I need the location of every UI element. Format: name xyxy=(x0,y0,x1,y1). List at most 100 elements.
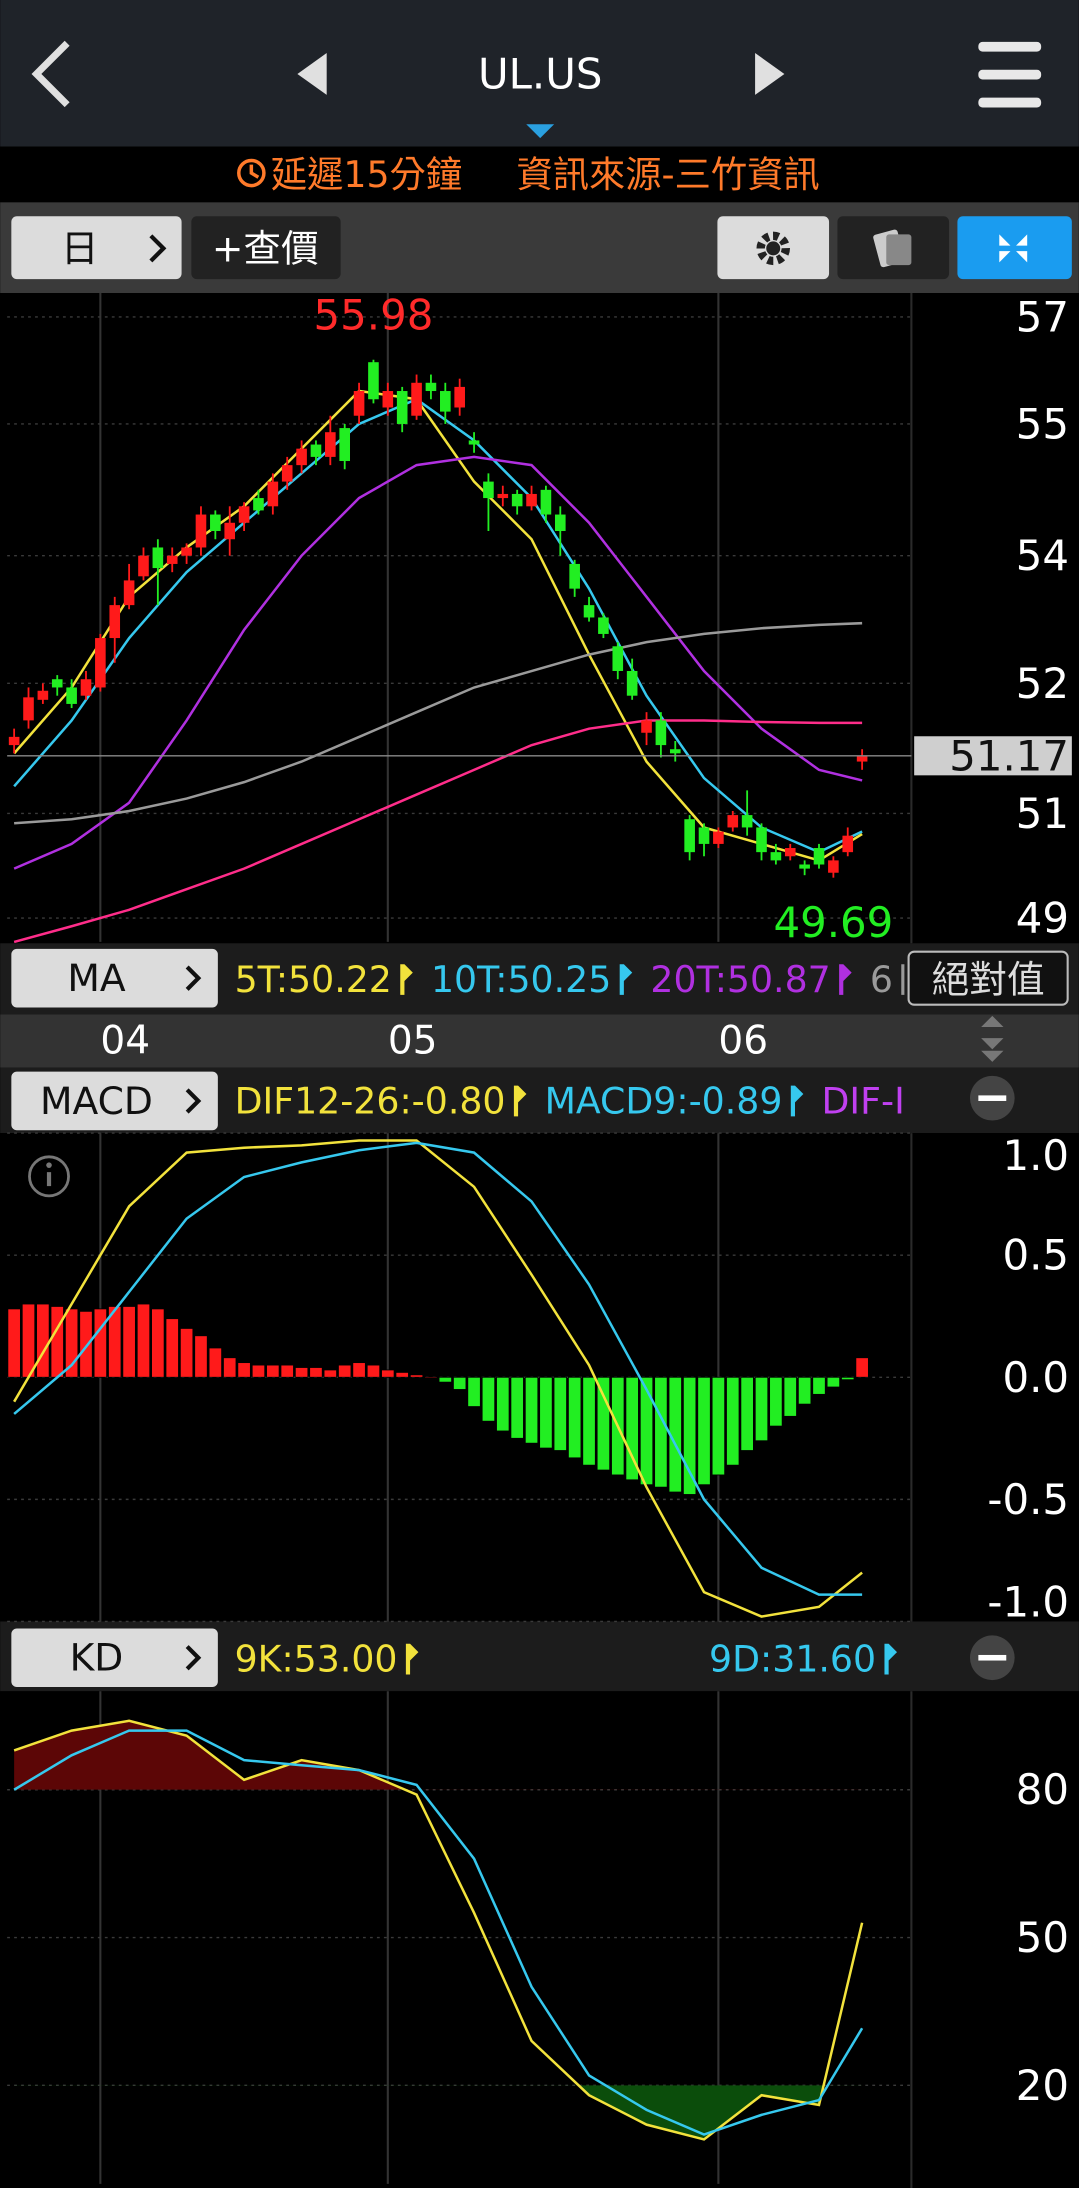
remove-kd-button[interactable] xyxy=(969,1635,1015,1681)
candle-body xyxy=(411,382,422,416)
collapse-icon xyxy=(999,234,1028,263)
candle-body xyxy=(598,617,609,634)
candle-body xyxy=(698,827,710,844)
legend-flag xyxy=(839,964,852,995)
histogram-bar xyxy=(769,1376,783,1427)
legend-flag xyxy=(405,1643,419,1675)
candle-body xyxy=(684,819,695,853)
candle-body xyxy=(770,852,782,861)
back-button[interactable] xyxy=(31,40,70,108)
kd-zone-fill xyxy=(578,2085,824,2140)
legend-item: 9D:31.60 xyxy=(709,1638,876,1681)
histogram-bar xyxy=(21,1303,36,1378)
candle-body xyxy=(554,514,566,532)
y-tick-label: 54 xyxy=(1016,531,1069,580)
histogram-bar xyxy=(108,1306,122,1378)
histogram-bar xyxy=(841,1376,855,1381)
date-label: 05 xyxy=(388,1018,438,1063)
candle-body xyxy=(281,465,293,482)
legend-flag xyxy=(400,964,413,995)
candle-body xyxy=(267,481,279,507)
histogram-bar xyxy=(711,1376,726,1476)
candle-body xyxy=(95,638,106,688)
last-price-box xyxy=(914,736,1072,776)
rotate-icon xyxy=(873,229,912,268)
histogram-bar xyxy=(797,1376,812,1405)
macd-legend: DIF12-26:-0.80 MACD9:-0.89 DIF-I xyxy=(235,1079,905,1122)
remove-macd-button[interactable] xyxy=(969,1075,1015,1121)
histogram-bar xyxy=(409,1374,424,1378)
histogram-bar xyxy=(452,1376,467,1390)
candle-body xyxy=(51,679,63,688)
prev-button[interactable] xyxy=(297,53,327,95)
kd-button[interactable] xyxy=(11,1628,218,1688)
candle-body xyxy=(396,391,408,424)
absolute-button[interactable] xyxy=(907,950,1069,1006)
y-tick-label: 80 xyxy=(1016,1765,1069,1814)
candle-body xyxy=(612,646,624,671)
histogram-bar xyxy=(855,1357,869,1378)
legend-flag xyxy=(884,1643,898,1675)
candle-body xyxy=(109,605,121,639)
candle-body xyxy=(828,860,839,873)
histogram-bar xyxy=(165,1318,179,1378)
legend-item: DIF12-26:-0.80 xyxy=(235,1079,506,1122)
histogram-bar xyxy=(266,1364,280,1378)
y-tick-label: 20 xyxy=(1016,2061,1069,2110)
candle-body xyxy=(80,679,92,696)
y-tick-label: 0.5 xyxy=(1002,1231,1069,1280)
histogram-bar xyxy=(682,1376,697,1495)
legend-item: 9K:53.00 xyxy=(235,1638,398,1681)
histogram-bar xyxy=(510,1376,524,1439)
histogram-bar xyxy=(64,1308,79,1378)
candle-body xyxy=(856,755,868,762)
y-tick-label: 57 xyxy=(1016,292,1069,341)
info-icon[interactable] xyxy=(28,1155,70,1198)
legend-item: MACD9:-0.89 xyxy=(545,1079,783,1122)
candle-body xyxy=(842,835,854,853)
indicator-line xyxy=(13,1719,864,2141)
candle-body xyxy=(138,555,149,577)
resize-handle[interactable] xyxy=(981,1015,1004,1062)
indicator-line xyxy=(13,1141,863,1596)
quote-button[interactable] xyxy=(191,216,341,280)
delay-notice: 延遲15分鐘 xyxy=(271,153,462,196)
histogram-bar xyxy=(424,1376,438,1379)
candle-body xyxy=(454,386,465,408)
candle-body xyxy=(641,720,652,733)
candle-body xyxy=(483,481,494,499)
chevron xyxy=(185,965,202,991)
fullscreen-button[interactable] xyxy=(957,216,1072,280)
histogram-bar xyxy=(223,1357,237,1378)
histogram-bar xyxy=(179,1328,194,1378)
low-label: 49.69 xyxy=(773,898,893,947)
histogram-bar xyxy=(726,1376,740,1466)
y-tick-label: 55 xyxy=(1016,399,1069,448)
period-button[interactable] xyxy=(11,216,182,280)
candle-body xyxy=(784,848,796,857)
macd-button[interactable] xyxy=(11,1071,218,1131)
candle-body xyxy=(583,605,595,618)
histogram-bar xyxy=(136,1303,151,1378)
chevron xyxy=(185,1645,202,1671)
menu-button[interactable] xyxy=(978,41,1042,108)
ma-button[interactable] xyxy=(11,948,218,1008)
histogram-bar xyxy=(625,1376,639,1481)
candle-body xyxy=(166,555,178,564)
legend-flag xyxy=(513,1085,527,1117)
candle-body xyxy=(626,670,638,696)
chevron xyxy=(149,234,167,263)
quote-label: +查價 xyxy=(212,226,319,270)
candle-body xyxy=(540,489,552,515)
high-label: 55.98 xyxy=(314,291,434,340)
candle-body xyxy=(181,547,192,556)
candle-body xyxy=(741,815,753,828)
legend-item: DIF-I xyxy=(822,1079,905,1122)
histogram-bar xyxy=(309,1367,323,1378)
candle-body xyxy=(8,736,20,746)
gear-icon xyxy=(756,231,790,266)
next-button[interactable] xyxy=(755,53,785,95)
histogram-bar xyxy=(122,1306,136,1378)
candle-body xyxy=(224,522,236,540)
histogram-bar xyxy=(740,1376,754,1451)
